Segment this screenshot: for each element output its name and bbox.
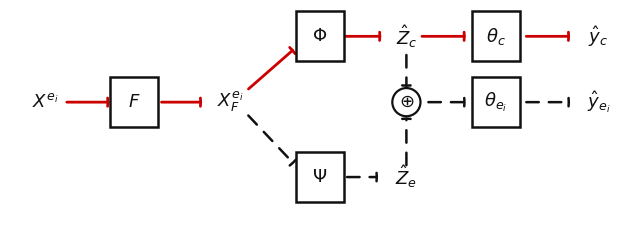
FancyBboxPatch shape — [472, 77, 520, 127]
Text: $F$: $F$ — [128, 93, 141, 111]
FancyBboxPatch shape — [296, 11, 344, 61]
FancyBboxPatch shape — [110, 77, 159, 127]
Text: $\theta_c$: $\theta_c$ — [486, 26, 506, 47]
Text: $X^{e_i}$: $X^{e_i}$ — [31, 93, 58, 111]
Text: $X_F^{e_i}$: $X_F^{e_i}$ — [217, 90, 244, 114]
Text: $\hat{Z}_e$: $\hat{Z}_e$ — [396, 164, 417, 190]
Text: $\Phi$: $\Phi$ — [312, 27, 328, 45]
Text: $\hat{y}_c$: $\hat{y}_c$ — [588, 24, 609, 49]
Text: $\hat{Z}_c$: $\hat{Z}_c$ — [396, 23, 417, 50]
FancyBboxPatch shape — [472, 11, 520, 61]
Ellipse shape — [392, 88, 420, 116]
Text: $\Psi$: $\Psi$ — [312, 168, 328, 186]
Text: $\hat{y}_{e_i}$: $\hat{y}_{e_i}$ — [587, 89, 610, 115]
Text: $\oplus$: $\oplus$ — [399, 93, 414, 111]
Text: $\theta_{e_i}$: $\theta_{e_i}$ — [484, 91, 508, 114]
FancyBboxPatch shape — [296, 152, 344, 202]
